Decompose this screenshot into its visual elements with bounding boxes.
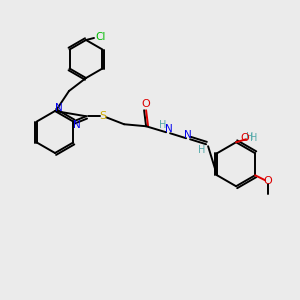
Text: S: S [100,111,107,121]
Text: O: O [142,99,151,109]
Text: H: H [250,133,258,143]
Text: O: O [264,176,272,186]
Text: H: H [198,145,206,155]
Text: N: N [73,119,81,130]
Text: O: O [241,133,250,143]
Text: Cl: Cl [96,32,106,42]
Text: N: N [165,124,173,134]
Text: H: H [246,132,254,142]
Text: N: N [184,130,192,140]
Text: N: N [55,103,63,113]
Text: H: H [159,120,167,130]
